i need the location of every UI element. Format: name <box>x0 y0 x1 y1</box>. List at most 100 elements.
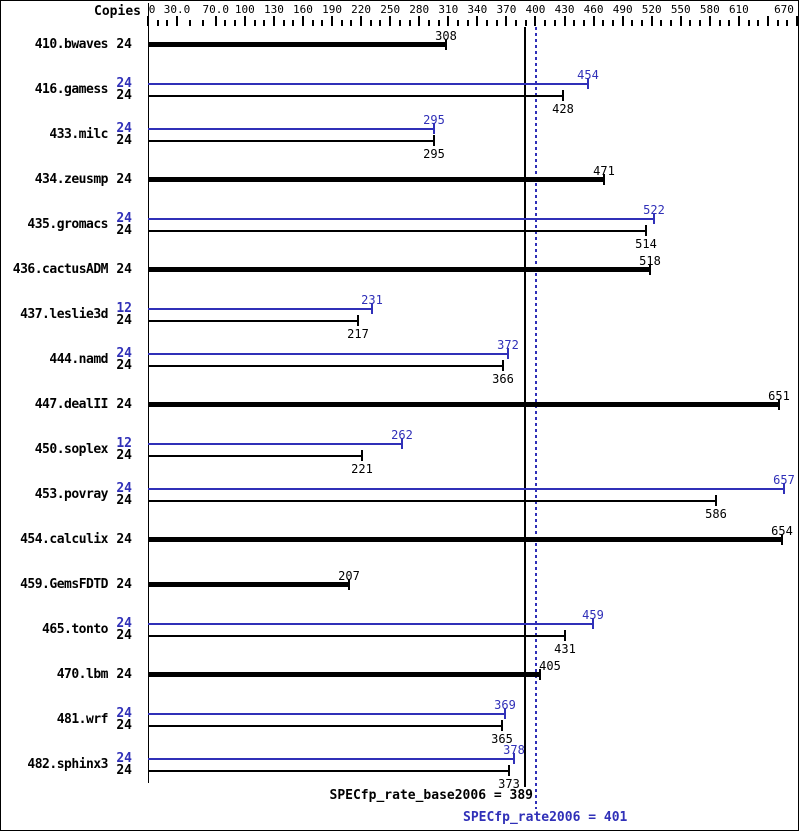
bar-value-label: 518 <box>639 253 661 268</box>
axis-tick-label: 100 <box>234 3 255 16</box>
benchmark-label: 435.gromacs <box>27 216 108 232</box>
bar-value-label: 651 <box>768 388 790 403</box>
copies-value: 24 <box>116 666 132 682</box>
axis-minor-tick <box>602 20 605 26</box>
copies-value: 24 <box>116 480 132 496</box>
axis-minor-tick <box>486 20 489 26</box>
axis-major-tick <box>766 16 769 26</box>
base-bar <box>148 177 605 182</box>
axis-minor-tick <box>747 20 750 26</box>
axis-minor-tick <box>728 20 731 26</box>
bar-end-cap <box>504 708 506 719</box>
axis-major-tick <box>389 16 392 26</box>
axis-major-tick <box>476 16 479 26</box>
axis-minor-tick <box>495 20 498 26</box>
bar-end-cap <box>645 225 647 236</box>
axis-minor-tick <box>224 20 227 26</box>
axis-tick-label: 220 <box>351 3 372 16</box>
axis-minor-tick <box>156 20 159 26</box>
peak-bar <box>148 82 589 85</box>
axis-minor-tick <box>188 20 191 26</box>
axis-minor-tick <box>776 20 779 26</box>
axis-major-tick <box>505 16 508 26</box>
peak-bar <box>148 757 515 760</box>
bar-value-label: 657 <box>773 472 795 487</box>
base-metric-summary: SPECfp_rate_base2006 = 389 <box>329 788 534 803</box>
axis-minor-tick <box>408 20 411 26</box>
axis-major-tick <box>418 16 421 26</box>
copies-value: 24 <box>116 357 132 373</box>
axis-tick-label: 580 <box>699 3 720 16</box>
benchmark-label: 470.lbm <box>56 666 109 682</box>
axis-tick-label: 520 <box>641 3 662 16</box>
axis-tick-label: 160 <box>293 3 313 16</box>
copies-value: 12 <box>116 435 132 451</box>
copies-column-header: Copies <box>94 4 141 19</box>
benchmark-label: 447.dealII <box>34 396 109 412</box>
axis-minor-tick <box>253 20 256 26</box>
axis-minor-tick <box>553 20 556 26</box>
copies-value: 24 <box>116 396 132 412</box>
bar-value-label: 369 <box>494 697 516 712</box>
bar-value-label: 471 <box>593 163 615 178</box>
base-bar <box>148 364 504 367</box>
bar-value-label: 365 <box>491 731 513 746</box>
axis-tick-label: 550 <box>670 3 691 16</box>
axis-major-tick <box>796 16 798 26</box>
axis-major-tick <box>708 16 711 26</box>
axis-tick-label: 370 <box>496 3 517 16</box>
base-bar <box>148 42 447 47</box>
benchmark-label: 433.milc <box>49 126 108 142</box>
bar-value-label: 295 <box>423 112 445 127</box>
peak-bar <box>148 307 373 310</box>
axis-minor-tick <box>611 20 614 26</box>
peak-reference-line <box>535 27 537 809</box>
bar-end-cap <box>433 123 435 134</box>
copies-value: 24 <box>116 717 132 733</box>
peak-bar <box>148 712 506 715</box>
axis-minor-tick <box>544 20 547 26</box>
base-bar <box>148 634 566 637</box>
benchmark-label: 436.cactusADM <box>12 261 109 277</box>
axis-minor-tick <box>515 20 518 26</box>
copies-value: 24 <box>116 210 132 226</box>
bar-end-cap <box>507 348 509 359</box>
bar-end-cap <box>501 720 503 731</box>
copies-value: 24 <box>116 36 132 52</box>
axis-tick-label: 670 <box>774 3 794 16</box>
bar-end-cap <box>502 360 504 371</box>
axis-tick-label: 30.0 <box>163 3 191 16</box>
base-bar <box>148 499 717 502</box>
base-bar <box>148 267 651 272</box>
base-bar <box>148 724 503 727</box>
benchmark-label: 437.leslie3d <box>20 306 108 322</box>
peak-bar <box>148 442 403 445</box>
axis-major-tick <box>214 16 217 26</box>
bar-end-cap <box>371 303 373 314</box>
axis-major-tick <box>534 16 537 26</box>
axis-baseline <box>148 3 149 783</box>
bar-end-cap <box>445 39 447 50</box>
benchmark-label: 450.soplex <box>34 441 109 457</box>
axis-major-tick <box>563 16 566 26</box>
base-bar <box>148 672 541 677</box>
bar-value-label: 372 <box>497 337 519 352</box>
base-reference-line <box>524 27 526 787</box>
bar-end-cap <box>357 315 359 326</box>
bar-end-cap <box>562 90 564 101</box>
bar-end-cap <box>564 630 566 641</box>
bar-end-cap <box>653 213 655 224</box>
copies-value: 24 <box>116 627 132 643</box>
bar-value-label: 308 <box>435 28 457 43</box>
axis-major-tick <box>447 16 450 26</box>
bar-value-label: 231 <box>361 292 383 307</box>
axis-minor-tick <box>582 20 585 26</box>
base-bar <box>148 582 350 587</box>
bar-value-label: 221 <box>351 461 373 476</box>
copies-value: 24 <box>116 762 132 778</box>
axis-minor-tick <box>379 20 382 26</box>
bar-value-label: 586 <box>705 506 727 521</box>
benchmark-label: 444.namd <box>49 351 108 367</box>
axis-minor-tick <box>311 20 314 26</box>
bar-value-label: 366 <box>492 371 514 386</box>
